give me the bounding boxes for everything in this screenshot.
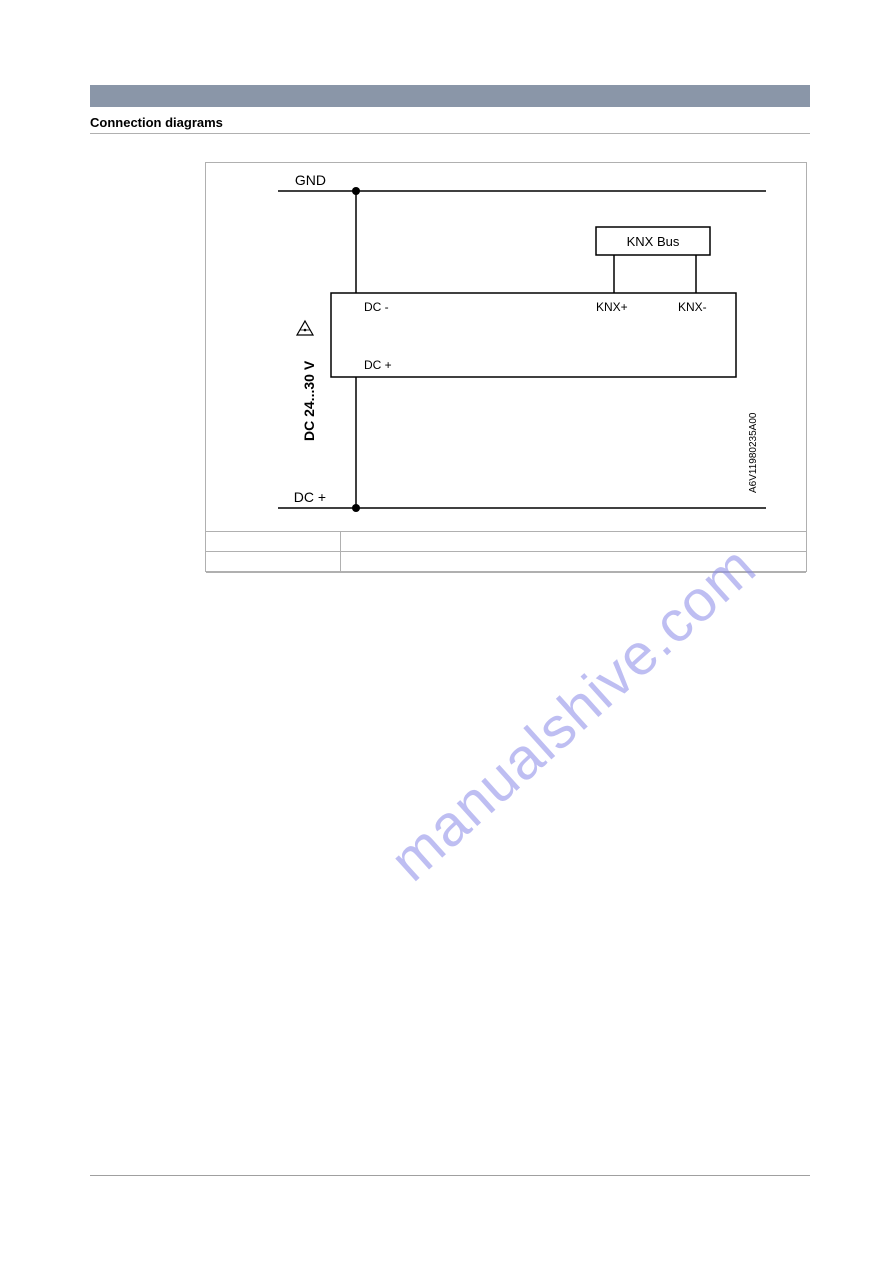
section-divider [90, 133, 810, 134]
legend-row-1 [206, 531, 806, 552]
supply-label-group: DC 24...30 V [301, 360, 317, 441]
legend-cell [341, 532, 806, 551]
legend-row-2 [206, 552, 806, 573]
dcplus-rail-label: DC + [294, 489, 326, 505]
knx-bus-label: KNX Bus [627, 234, 680, 249]
module-rect [331, 293, 736, 377]
part-number: A6V11980235A00 [748, 412, 759, 493]
terminal-dc-minus: DC - [364, 300, 389, 314]
warning-triangle-icon [297, 321, 313, 335]
terminal-dc-plus: DC + [364, 358, 392, 372]
diagram-svg: GND DC + DC 24...30 V DC - DC + KNX+ KNX… [206, 163, 808, 531]
terminal-knx-plus: KNX+ [596, 300, 628, 314]
svg-text:DC 24...30 V: DC 24...30 V [301, 360, 317, 441]
header-bar [90, 85, 810, 107]
legend-cell [341, 552, 806, 572]
connection-diagram: GND DC + DC 24...30 V DC - DC + KNX+ KNX… [205, 162, 807, 572]
legend-cell [206, 532, 341, 551]
legend-cell [206, 552, 341, 572]
footer-divider [90, 1175, 810, 1176]
terminal-knx-minus: KNX- [678, 300, 707, 314]
section-title: Connection diagrams [90, 115, 223, 130]
watermark: manualshive.com [377, 533, 768, 895]
gnd-label: GND [295, 172, 326, 188]
